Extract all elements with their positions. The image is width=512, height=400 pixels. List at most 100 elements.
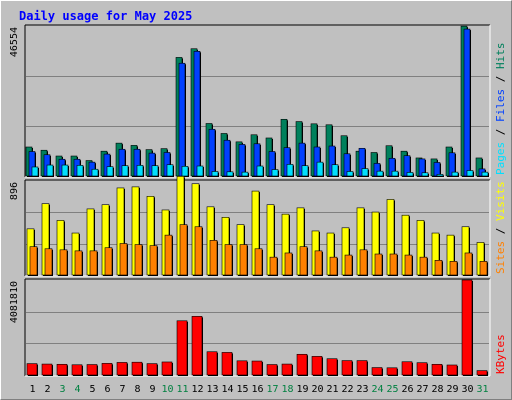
bar-sites-day-6 bbox=[104, 247, 113, 276]
x-tick-label: 16 bbox=[251, 384, 263, 395]
bar-pages-day-7 bbox=[121, 165, 129, 177]
bar-sites-day-16 bbox=[254, 248, 263, 276]
chart-title: Daily usage for May 2025 bbox=[19, 9, 192, 23]
x-tick-label: 5 bbox=[89, 384, 95, 395]
bar-pages-day-24 bbox=[376, 170, 384, 177]
bar-pages-day-11 bbox=[181, 166, 189, 177]
x-tick-label: 31 bbox=[476, 384, 488, 395]
legend-separator: / bbox=[494, 221, 507, 241]
bar-pages-day-16 bbox=[256, 165, 264, 177]
bar-kbytes-day-17 bbox=[266, 364, 278, 376]
bar-pages-day-2 bbox=[46, 164, 54, 177]
bar-sites-day-13 bbox=[209, 240, 218, 276]
bar-kbytes-day-8 bbox=[131, 361, 143, 376]
x-tick-label: 11 bbox=[176, 384, 188, 395]
x-tick-label: 15 bbox=[236, 384, 248, 395]
bar-sites-day-8 bbox=[134, 244, 143, 276]
legend-entry: Sites bbox=[494, 241, 507, 274]
bar-files-day-13 bbox=[208, 128, 216, 177]
bar-kbytes-day-2 bbox=[41, 363, 53, 376]
bar-kbytes-day-22 bbox=[341, 360, 353, 376]
bar-pages-day-14 bbox=[226, 171, 234, 177]
bar-pages-day-8 bbox=[136, 165, 144, 177]
x-tick-label: 17 bbox=[266, 384, 278, 395]
bar-sites-day-18 bbox=[284, 252, 293, 276]
bar-sites-day-3 bbox=[59, 249, 68, 276]
bar-sites-day-14 bbox=[224, 244, 233, 276]
legend-kbytes: KBytes bbox=[494, 334, 507, 374]
bar-pages-day-26 bbox=[406, 172, 414, 177]
bar-pages-day-15 bbox=[241, 171, 249, 177]
bar-pages-day-6 bbox=[106, 166, 114, 177]
bar-kbytes-day-31 bbox=[476, 370, 488, 376]
x-tick-label: 21 bbox=[326, 384, 338, 395]
bar-sites-day-23 bbox=[359, 249, 368, 276]
bar-kbytes-day-1 bbox=[26, 363, 38, 376]
x-tick-label: 20 bbox=[311, 384, 323, 395]
bar-sites-day-31 bbox=[479, 261, 488, 276]
bar-pages-day-18 bbox=[286, 164, 294, 177]
bar-kbytes-day-20 bbox=[311, 356, 323, 376]
panel-hits: 46554 Pages / Files / Hits bbox=[9, 24, 507, 178]
bar-pages-day-31 bbox=[481, 171, 489, 177]
x-tick-label: 6 bbox=[104, 384, 110, 395]
x-tick-label: 28 bbox=[431, 384, 443, 395]
bar-sites-day-12 bbox=[194, 226, 203, 276]
y-max-label: 46554 bbox=[9, 27, 20, 57]
bar-pages-day-12 bbox=[196, 165, 204, 177]
bar-sites-day-27 bbox=[419, 256, 428, 276]
x-tick-label: 9 bbox=[149, 384, 155, 395]
bar-sites-day-1 bbox=[29, 246, 38, 276]
panel-kbytes: 4081810 KBytes bbox=[9, 278, 507, 377]
bar-kbytes-day-11 bbox=[176, 320, 188, 376]
bar-files-day-12 bbox=[193, 51, 201, 177]
bar-kbytes-day-14 bbox=[221, 352, 233, 376]
legend-visits: Sites / Visits bbox=[494, 181, 507, 274]
x-tick-label: 25 bbox=[386, 384, 398, 395]
x-tick-label: 13 bbox=[206, 384, 218, 395]
bar-kbytes-day-19 bbox=[296, 353, 308, 376]
bar-pages-day-4 bbox=[76, 165, 84, 177]
bar-sites-day-19 bbox=[299, 246, 308, 276]
bar-sites-day-9 bbox=[149, 245, 158, 276]
x-tick-label: 7 bbox=[119, 384, 125, 395]
bar-files-day-11 bbox=[178, 62, 186, 177]
bar-kbytes-day-21 bbox=[326, 358, 338, 376]
x-tick-label: 10 bbox=[161, 384, 173, 395]
legend-hits: Pages / Files / Hits bbox=[494, 43, 507, 176]
x-tick-label: 2 bbox=[44, 384, 50, 395]
legend-entry: KBytes bbox=[494, 334, 507, 374]
bar-pages-day-20 bbox=[316, 161, 324, 177]
x-tick-label: 3 bbox=[59, 384, 65, 395]
bar-files-day-14 bbox=[223, 139, 231, 177]
bar-kbytes-day-29 bbox=[446, 364, 458, 376]
x-tick-label: 23 bbox=[356, 384, 368, 395]
bar-kbytes-day-3 bbox=[56, 363, 68, 376]
bar-sites-day-29 bbox=[449, 261, 458, 276]
bar-sites-day-26 bbox=[404, 254, 413, 276]
x-tick-label: 27 bbox=[416, 384, 428, 395]
bar-sites-day-30 bbox=[464, 252, 473, 276]
x-tick-label: 12 bbox=[191, 384, 203, 395]
bar-sites-day-5 bbox=[89, 250, 98, 276]
bar-pages-day-23 bbox=[361, 168, 369, 177]
x-tick-label: 29 bbox=[446, 384, 458, 395]
bar-kbytes-day-4 bbox=[71, 364, 83, 376]
bar-sites-day-24 bbox=[374, 253, 383, 276]
bar-kbytes-day-27 bbox=[416, 362, 428, 376]
bar-sites-day-7 bbox=[119, 243, 128, 276]
bar-sites-day-15 bbox=[239, 244, 248, 276]
x-tick-label: 26 bbox=[401, 384, 413, 395]
x-tick-label: 4 bbox=[74, 384, 80, 395]
bar-pages-day-13 bbox=[211, 171, 219, 177]
bar-pages-day-9 bbox=[151, 165, 159, 177]
bar-pages-day-22 bbox=[346, 171, 354, 177]
bar-kbytes-day-28 bbox=[431, 363, 443, 376]
bar-files-day-15 bbox=[238, 144, 246, 177]
bar-kbytes-day-6 bbox=[101, 363, 113, 376]
x-tick-label: 1 bbox=[29, 384, 35, 395]
panel-visits: 896 Sites / Visits bbox=[9, 176, 507, 277]
bar-pages-day-1 bbox=[31, 166, 39, 177]
bar-pages-day-10 bbox=[166, 164, 174, 177]
bar-sites-day-20 bbox=[314, 250, 323, 276]
